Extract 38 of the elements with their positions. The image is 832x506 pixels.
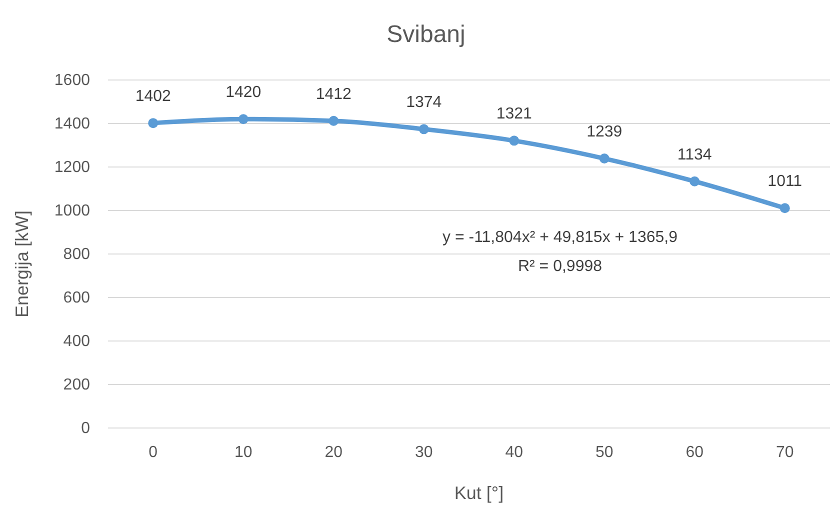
point bbox=[418, 124, 429, 134]
y-axis-title: Energija [kW] bbox=[12, 210, 32, 318]
annotation: R² = 0,9998 bbox=[518, 258, 602, 275]
x-tick-label: 20 bbox=[324, 444, 343, 461]
y-tick-label: 400 bbox=[63, 333, 90, 350]
y-tick-label: 800 bbox=[63, 246, 90, 263]
point bbox=[690, 176, 700, 186]
y-tick-label: 200 bbox=[63, 376, 90, 394]
data-label: 1011 bbox=[768, 173, 802, 190]
y-tick-label: 1400 bbox=[54, 116, 90, 132]
x-tick-label: 10 bbox=[234, 444, 252, 461]
data-label: 1134 bbox=[677, 146, 712, 164]
point bbox=[328, 116, 339, 126]
data-label: 1239 bbox=[586, 124, 622, 141]
data-label: 1374 bbox=[406, 94, 442, 112]
x-tick-label: 30 bbox=[414, 444, 433, 461]
chart-title: Svibanj bbox=[386, 21, 466, 48]
data-label: 1420 bbox=[226, 84, 262, 102]
y-tick-label: 1600 bbox=[54, 72, 90, 89]
point bbox=[238, 114, 248, 124]
data-label: 1412 bbox=[316, 86, 352, 103]
data-label: 1402 bbox=[135, 88, 172, 106]
x-axis-title: Kut [°] bbox=[454, 483, 504, 503]
x-tick-label: 50 bbox=[595, 444, 614, 461]
x-tick-label: 0 bbox=[148, 444, 158, 461]
annotation: y = -11,804x² + 49,815x + 1365,9 bbox=[442, 229, 678, 246]
y-tick-label: 0 bbox=[81, 420, 90, 437]
point bbox=[509, 136, 520, 146]
x-tick-label: 40 bbox=[505, 444, 524, 461]
point bbox=[780, 203, 790, 214]
point bbox=[148, 118, 158, 128]
point bbox=[599, 154, 610, 164]
y-tick-label: 1000 bbox=[54, 202, 90, 220]
y-tick-label: 1200 bbox=[54, 159, 90, 176]
x-tick-label: 60 bbox=[686, 444, 704, 461]
x-tick-label: 70 bbox=[776, 444, 794, 461]
y-tick-label: 600 bbox=[63, 290, 90, 306]
data-label: 1321 bbox=[496, 106, 532, 123]
